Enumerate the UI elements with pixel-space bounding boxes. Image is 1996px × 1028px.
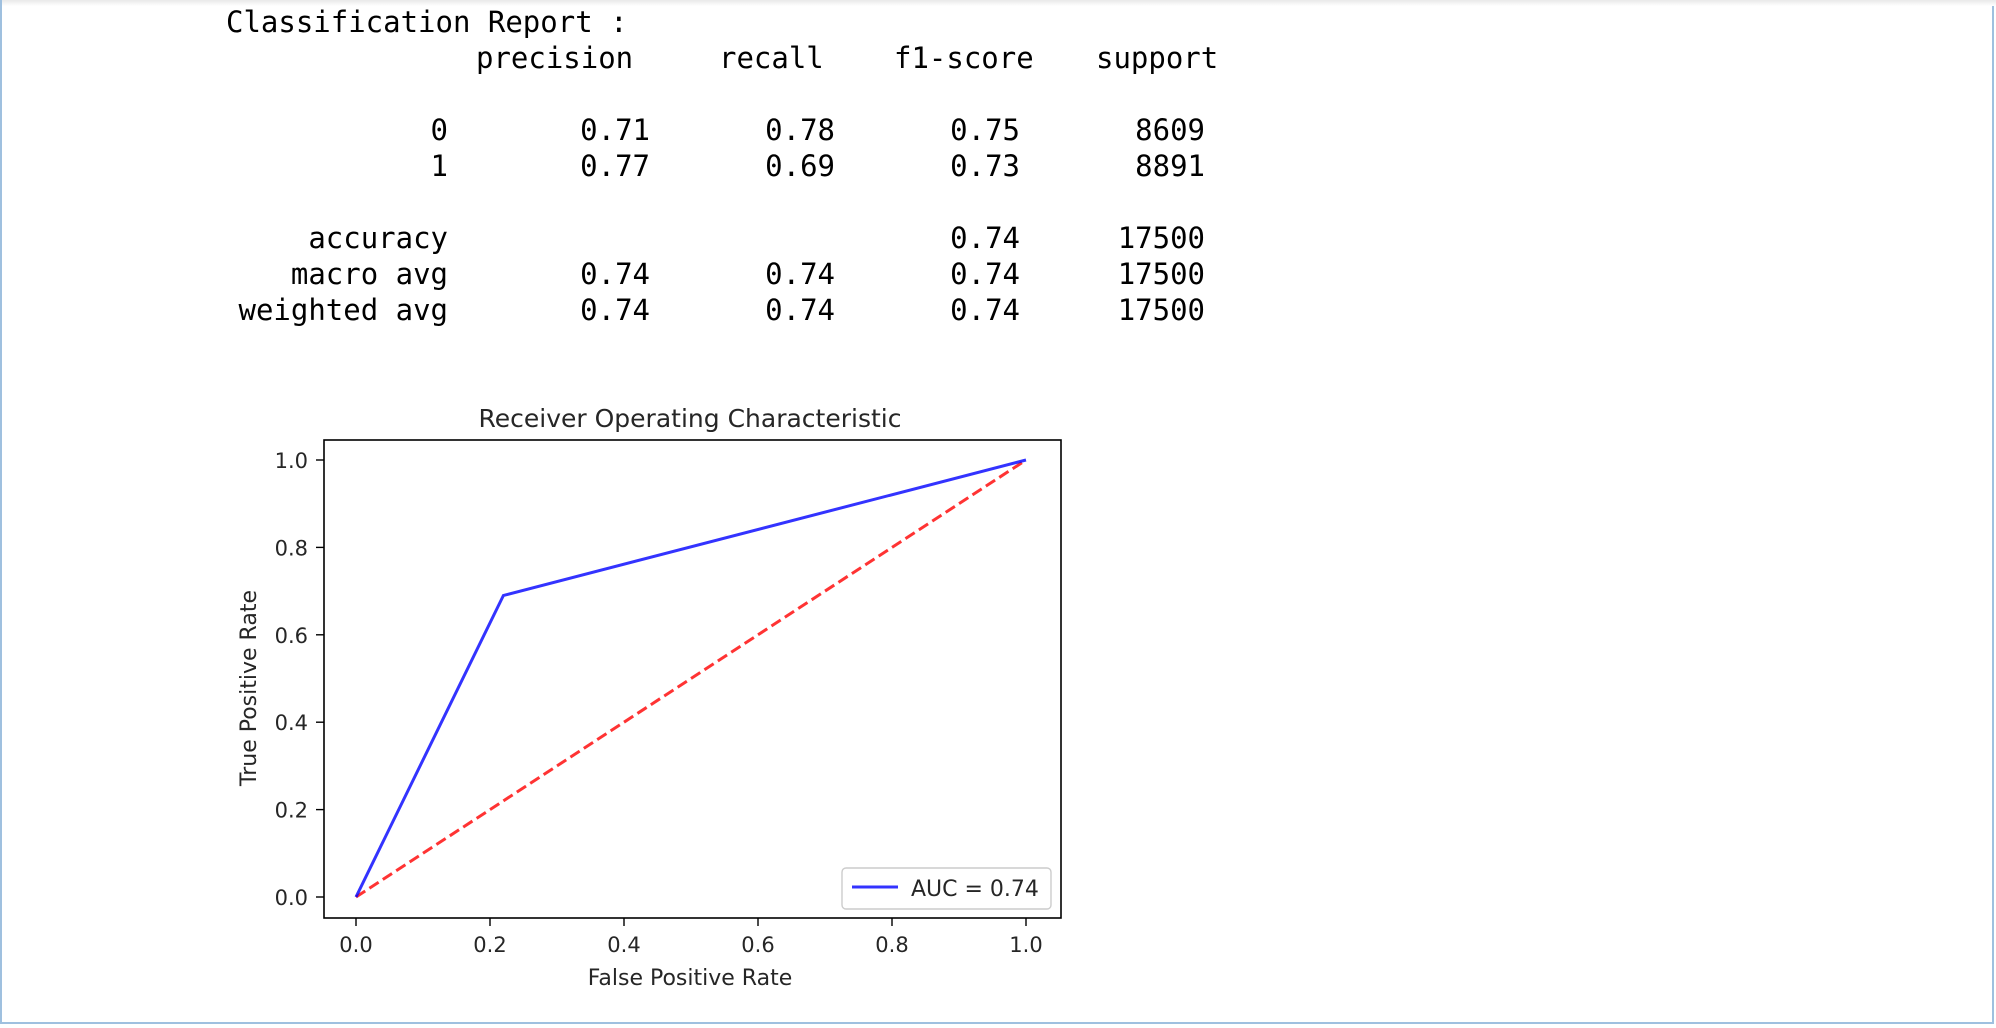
x-tick-label: 0.8 bbox=[875, 933, 908, 957]
header-recall: recall bbox=[719, 41, 824, 75]
row-recall: 0.69 bbox=[765, 149, 835, 183]
y-tick-label: 0.2 bbox=[275, 799, 308, 823]
row-precision: 0.71 bbox=[580, 113, 650, 147]
diagonal-reference-line bbox=[355, 458, 1027, 899]
x-tick-label: 1.0 bbox=[1009, 933, 1042, 957]
x-tick-label: 0.2 bbox=[473, 933, 506, 957]
row-support: 8609 bbox=[1135, 113, 1205, 147]
x-tick-label: 0.6 bbox=[741, 933, 774, 957]
report-title: Classification Report : bbox=[226, 5, 628, 39]
row-f1: 0.74 bbox=[950, 221, 1020, 255]
report-title-row: Classification Report : bbox=[226, 4, 628, 40]
roc-curve-line bbox=[354, 458, 1027, 898]
row-label: weighted avg bbox=[238, 293, 448, 327]
y-tick-label: 0.0 bbox=[275, 886, 308, 910]
legend-label-auc: AUC = 0.74 bbox=[911, 877, 1039, 902]
header-precision: precision bbox=[476, 41, 634, 75]
x-tick-label: 0.0 bbox=[339, 933, 372, 957]
classification-report: Classification Report : precision recall… bbox=[226, 4, 1218, 328]
row-f1: 0.73 bbox=[950, 149, 1020, 183]
header-support: support bbox=[1096, 41, 1219, 75]
axis-ticks: 0.0 0.2 0.4 0.6 0.8 1.0 0.0 0.2 0.4 0.6 0.8 1.0 bbox=[275, 449, 1043, 957]
cell-top-shadow bbox=[2, 0, 1996, 6]
row-label: accuracy bbox=[308, 221, 448, 255]
row-support: 17500 bbox=[1117, 221, 1205, 255]
row-recall: 0.74 bbox=[765, 257, 835, 291]
y-axis-label: True Positive Rate bbox=[237, 590, 262, 787]
report-header-row: precision recall f1-score support bbox=[226, 40, 1218, 76]
report-row-macro-avg: macro avg 0.74 0.74 0.74 17500 bbox=[226, 256, 1205, 292]
y-tick-label: 0.8 bbox=[275, 536, 308, 560]
x-axis-label: False Positive Rate bbox=[588, 966, 792, 991]
report-row-weighted-avg: weighted avg 0.74 0.74 0.74 17500 bbox=[226, 292, 1205, 328]
row-f1: 0.75 bbox=[950, 113, 1020, 147]
row-precision: 0.74 bbox=[580, 293, 650, 327]
chart-title: Receiver Operating Characteristic bbox=[479, 404, 902, 433]
series-lines bbox=[354, 458, 1027, 899]
y-tick-label: 0.6 bbox=[275, 624, 308, 648]
row-support: 8891 bbox=[1135, 149, 1205, 183]
report-row-class-0: 0 0.71 0.78 0.75 8609 bbox=[226, 112, 1205, 148]
y-tick-label: 0.4 bbox=[275, 711, 308, 735]
row-label: macro avg bbox=[290, 257, 448, 291]
plot-area bbox=[323, 439, 1062, 919]
header-f1-score: f1-score bbox=[894, 41, 1034, 75]
legend-box bbox=[841, 867, 1052, 910]
row-f1: 0.74 bbox=[950, 293, 1020, 327]
report-row-class-1: 1 0.77 0.69 0.73 8891 bbox=[226, 148, 1205, 184]
row-label: 1 bbox=[430, 149, 448, 183]
legend: AUC = 0.74 bbox=[841, 867, 1052, 910]
x-tick-label: 0.4 bbox=[607, 933, 640, 957]
report-row-accuracy: accuracy 0.74 17500 bbox=[226, 220, 1205, 256]
row-precision: 0.77 bbox=[580, 149, 650, 183]
row-support: 17500 bbox=[1117, 293, 1205, 327]
row-recall: 0.78 bbox=[765, 113, 835, 147]
row-label: 0 bbox=[430, 113, 448, 147]
row-support: 17500 bbox=[1117, 257, 1205, 291]
row-precision: 0.74 bbox=[580, 257, 650, 291]
row-recall: 0.74 bbox=[765, 293, 835, 327]
y-tick-label: 1.0 bbox=[275, 449, 308, 473]
row-f1: 0.74 bbox=[950, 257, 1020, 291]
